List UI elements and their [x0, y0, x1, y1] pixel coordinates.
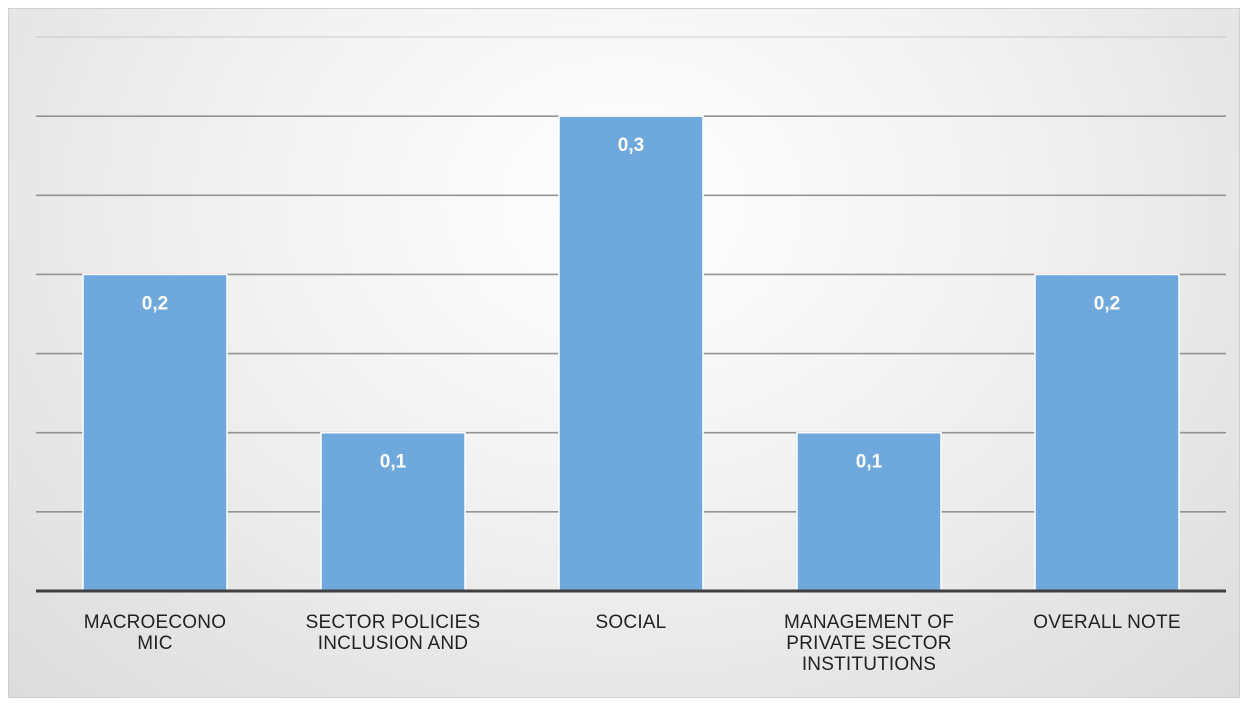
- category-label: MACROECONO MIC: [60, 612, 250, 654]
- bar: [558, 115, 704, 592]
- bar: [1034, 273, 1180, 592]
- category-label-line: INSTITUTIONS: [801, 654, 937, 675]
- category-label: MANAGEMENT OF PRIVATE SECTOR INSTITUTIONS: [774, 612, 964, 675]
- data-label: 0,1: [856, 452, 883, 473]
- category-label-line: PRIVATE SECTOR: [786, 633, 952, 654]
- category-label-line: SOCIAL: [595, 612, 667, 633]
- data-label: 0,1: [380, 452, 407, 473]
- category-label-line: INCLUSION AND: [317, 633, 469, 654]
- bar: [796, 431, 942, 592]
- category-label: SECTOR POLICIES INCLUSION AND: [298, 612, 488, 654]
- category-label-line: MANAGEMENT OF: [783, 612, 955, 633]
- category-label-line: SECTOR POLICIES: [305, 612, 481, 633]
- category-label: OVERALL NOTE: [1012, 612, 1202, 633]
- bar: [82, 273, 228, 592]
- data-label: 0,3: [618, 135, 644, 156]
- category-label: SOCIAL: [536, 612, 726, 633]
- category-label-line: MIC: [137, 633, 173, 654]
- chart-frame: 0,2 0,1 0,3 0,1 0,2 MACROECONO MIC SECTOR POLI…: [8, 8, 1240, 698]
- bar-chart: 0,2 0,1 0,3 0,1 0,2: [36, 36, 1226, 593]
- category-label-line: MACROECONO: [83, 612, 227, 633]
- data-label: 0,2: [142, 293, 168, 314]
- data-label: 0,2: [1094, 293, 1120, 314]
- category-label-line: OVERALL NOTE: [1033, 612, 1181, 633]
